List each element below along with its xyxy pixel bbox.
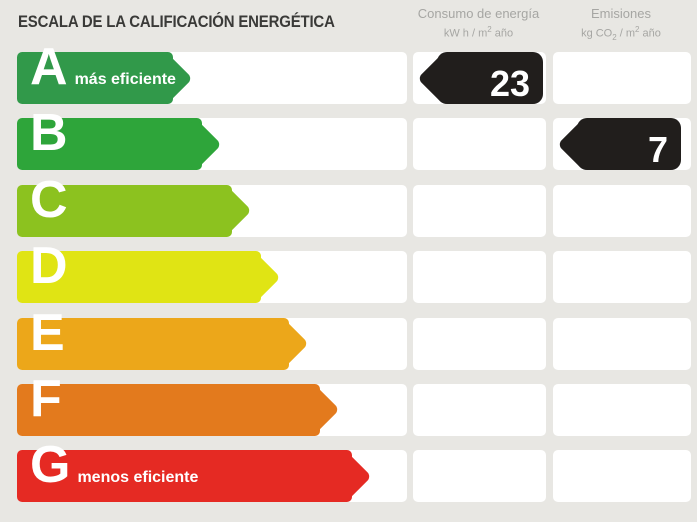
rating-arrow: C	[17, 174, 252, 237]
emisiones-cell	[553, 251, 691, 304]
emisiones-value: 7	[647, 129, 668, 171]
rating-arrow: E	[17, 307, 309, 370]
rating-letter: D	[30, 237, 68, 296]
unit-subscript: 2	[612, 32, 617, 42]
arrow-label: E	[30, 307, 72, 369]
emisiones-header-title: Emisiones	[591, 6, 651, 21]
arrow-body	[17, 383, 320, 436]
consumo-header-title: Consumo de energía	[417, 6, 540, 21]
emisiones-cell	[553, 317, 691, 370]
unit-part: año	[491, 27, 514, 40]
emisiones-cell	[553, 52, 691, 104]
rating-letter: B	[30, 104, 68, 163]
consumo-header-unit: kW h / m2 año	[412, 23, 545, 41]
arrow-label: D	[30, 240, 75, 302]
consumo-column-header: Consumo de energía kW h / m2 año	[412, 6, 545, 41]
unit-part: año	[639, 27, 661, 40]
rating-letter: F	[30, 369, 62, 428]
arrow-body	[17, 317, 289, 370]
rating-row: D	[17, 240, 691, 304]
rating-row: C	[17, 174, 691, 237]
rating-arrow: B	[17, 107, 222, 171]
consumo-value: 23	[489, 63, 530, 104]
emisiones-header-unit: kg CO2 / m2 año	[552, 23, 690, 44]
rating-row: B 7	[17, 107, 691, 171]
emisiones-column-header: Emisiones kg CO2 / m2 año	[552, 6, 690, 44]
arrow-label: C	[30, 174, 75, 236]
rating-letter: E	[30, 303, 65, 362]
efficiency-note: más eficiente	[74, 71, 176, 88]
rating-label-cell: F	[17, 373, 407, 437]
consumo-cell	[413, 450, 546, 503]
rating-letter: C	[30, 170, 68, 229]
rating-row: E	[17, 307, 691, 370]
scale-title: ESCALA DE LA CALIFICACIÓN ENERGÉTICA	[18, 12, 335, 31]
consumo-cell	[413, 317, 546, 370]
rating-letter: G	[30, 436, 71, 495]
consumo-cell	[413, 383, 546, 436]
emisiones-cell	[553, 383, 691, 436]
rating-arrow: D	[17, 240, 281, 304]
rating-label-cell: E	[17, 307, 407, 370]
unit-part: kg CO	[581, 27, 613, 40]
rating-label-cell: D	[17, 240, 407, 304]
rating-label-cell: B	[17, 107, 407, 171]
rating-letter: A	[30, 38, 68, 96]
emisiones-cell: 7	[553, 118, 691, 171]
arrow-body	[17, 251, 261, 304]
consumo-cell: 23	[413, 51, 546, 105]
rating-label-cell: C	[17, 174, 407, 237]
consumo-cell	[413, 184, 546, 237]
arrow-label: B	[30, 107, 75, 169]
consumo-cell	[413, 251, 546, 304]
unit-part: kW h / m	[443, 27, 488, 40]
emisiones-cell	[553, 450, 691, 503]
arrow-body	[17, 450, 352, 503]
arrow-label: F	[30, 373, 69, 435]
emisiones-cell	[553, 184, 691, 237]
unit-superscript: 2	[487, 25, 492, 34]
emisiones-value-badge: 7	[557, 118, 681, 171]
consumo-cell	[413, 118, 546, 171]
consumo-value-badge: 23	[417, 51, 543, 105]
unit-part: / m	[616, 27, 636, 40]
rating-arrow: F	[17, 373, 340, 437]
arrow-body	[17, 184, 232, 237]
rating-row: F	[17, 373, 691, 437]
unit-superscript: 2	[635, 25, 640, 34]
efficiency-note: menos eficiente	[77, 469, 199, 487]
